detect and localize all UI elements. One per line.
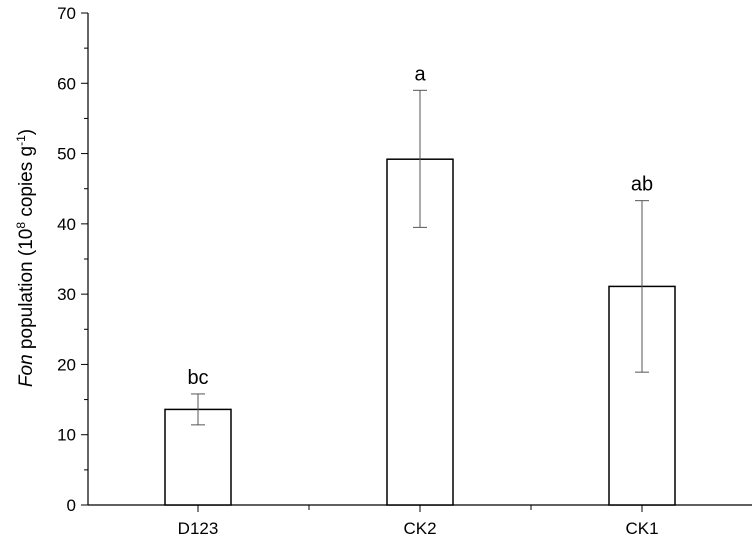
y-axis-title-unit-exponent: -1 (14, 135, 28, 146)
significance-label: bc (187, 367, 208, 389)
y-tick-label: 70 (57, 4, 76, 23)
y-tick-label: 0 (67, 496, 76, 515)
y-tick-label: 50 (57, 145, 76, 164)
significance-label: ab (631, 174, 653, 196)
y-tick-label: 10 (57, 426, 76, 445)
y-tick-label: 20 (57, 355, 76, 374)
y-axis-title-close: ) (16, 129, 37, 135)
y-axis-title-exponent: 8 (14, 222, 28, 229)
significance-label: a (414, 63, 426, 85)
y-axis-title-italic: Fon (16, 354, 37, 387)
x-tick-label: CK2 (403, 519, 436, 538)
y-axis-title-text: population (10 (16, 229, 37, 355)
y-axis-title: Fon population (108 copies g-1) (14, 129, 37, 387)
y-axis-title-unit: copies g (16, 146, 37, 222)
y-tick-label: 30 (57, 285, 76, 304)
x-tick-label: CK1 (625, 519, 658, 538)
plot-area: 0 10 20 30 40 50 60 70 D123 bc CK2 a CK1 ab (57, 4, 752, 538)
y-tick-label: 60 (57, 74, 76, 93)
x-tick-label: D123 (178, 519, 219, 538)
y-tick-label: 40 (57, 215, 76, 234)
